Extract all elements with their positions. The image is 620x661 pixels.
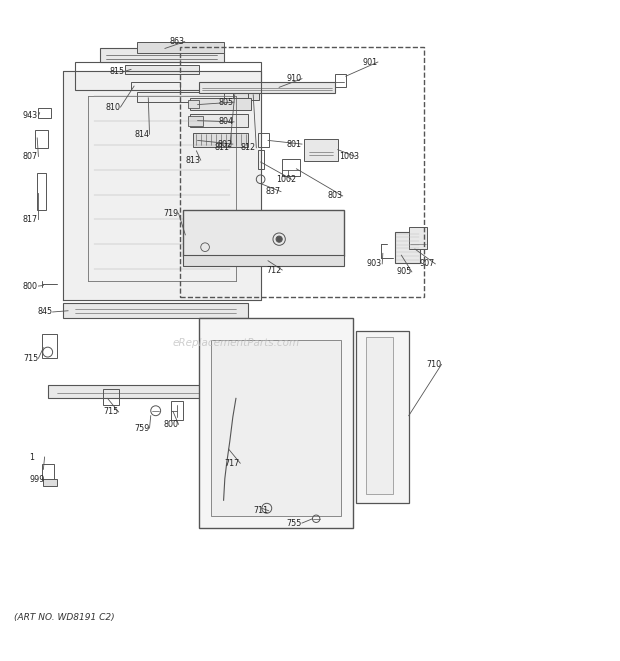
Bar (180, 46, 424, 297)
Bar (42, 334, 57, 358)
Bar (48, 385, 221, 399)
Bar (190, 114, 248, 127)
Text: 807: 807 (23, 152, 38, 161)
Bar (104, 389, 118, 405)
Text: 999: 999 (29, 475, 45, 485)
Text: 905: 905 (396, 267, 412, 276)
Text: 1003: 1003 (340, 152, 360, 161)
Text: 759: 759 (134, 424, 149, 432)
Text: 710: 710 (426, 360, 441, 369)
Text: 910: 910 (286, 74, 302, 83)
Text: 801: 801 (286, 139, 301, 149)
Text: (ART NO. WD8191 C2): (ART NO. WD8191 C2) (14, 613, 114, 622)
Bar (188, 116, 203, 126)
Text: 719: 719 (163, 209, 179, 217)
Bar (304, 139, 338, 161)
Bar (137, 93, 224, 102)
Text: eReplacementParts.com: eReplacementParts.com (172, 338, 299, 348)
Text: 812: 812 (241, 143, 256, 152)
Bar (190, 98, 251, 110)
Text: 817: 817 (23, 215, 38, 224)
Bar (125, 65, 199, 74)
Bar (409, 227, 427, 249)
Text: 813: 813 (185, 155, 200, 165)
Text: 800: 800 (163, 420, 178, 429)
Text: 815: 815 (109, 67, 125, 76)
Bar (171, 401, 184, 420)
Text: 837: 837 (265, 187, 281, 196)
Text: 800: 800 (23, 282, 38, 291)
Bar (100, 48, 224, 62)
Text: 907: 907 (420, 259, 435, 268)
Bar (35, 130, 48, 149)
Polygon shape (63, 71, 260, 299)
Text: 901: 901 (363, 58, 378, 67)
Bar (282, 159, 299, 176)
Bar (199, 82, 335, 93)
Bar (43, 479, 57, 486)
Bar (211, 340, 341, 516)
Bar (257, 133, 268, 147)
Bar (63, 303, 248, 318)
Bar (131, 83, 180, 90)
Text: 863: 863 (169, 37, 184, 46)
Bar (137, 42, 224, 53)
Bar (366, 336, 393, 494)
Text: 717: 717 (225, 459, 240, 468)
Text: 845: 845 (37, 307, 52, 317)
Bar (199, 318, 353, 528)
Text: 804: 804 (219, 118, 234, 126)
Text: 1002: 1002 (276, 175, 296, 184)
Bar (42, 465, 54, 480)
Bar (356, 330, 409, 503)
Text: 803: 803 (327, 192, 342, 200)
Bar (188, 100, 199, 108)
Circle shape (276, 236, 282, 242)
Text: 715: 715 (104, 407, 118, 416)
Text: 814: 814 (134, 130, 149, 139)
Bar (248, 89, 259, 100)
Bar (257, 150, 264, 169)
Bar (184, 254, 344, 266)
Text: 712: 712 (267, 266, 282, 274)
Text: 903: 903 (367, 259, 382, 268)
Text: 802: 802 (218, 139, 232, 149)
Bar (37, 173, 46, 210)
Text: 810: 810 (105, 102, 120, 112)
Text: 715: 715 (23, 354, 38, 363)
Text: 755: 755 (286, 519, 302, 527)
Bar (76, 62, 260, 90)
Text: 1: 1 (29, 453, 34, 461)
Bar (395, 232, 420, 262)
Bar (233, 89, 248, 100)
Text: 943: 943 (23, 111, 38, 120)
Bar (193, 133, 248, 147)
Text: 805: 805 (219, 98, 234, 106)
Bar (184, 210, 344, 256)
Bar (38, 108, 51, 118)
Text: 811: 811 (215, 143, 229, 152)
Bar (335, 74, 346, 87)
Text: 711: 711 (253, 506, 268, 515)
